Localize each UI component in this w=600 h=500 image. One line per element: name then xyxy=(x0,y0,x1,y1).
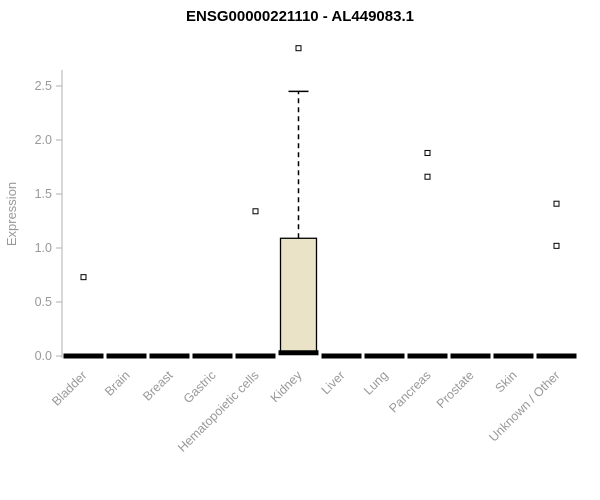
median-bar xyxy=(407,353,448,359)
median-bar xyxy=(192,353,233,359)
median-bar xyxy=(235,353,276,359)
median-bar xyxy=(321,353,362,359)
y-tick-label: 1.0 xyxy=(35,241,52,255)
outlier-point xyxy=(553,200,560,207)
category-label: Brain xyxy=(102,368,133,399)
median-bar xyxy=(149,353,190,359)
y-tick-label: 2.0 xyxy=(35,133,52,147)
median-bar xyxy=(493,353,534,359)
outlier-point xyxy=(553,242,560,249)
median-bar xyxy=(278,350,319,356)
category-label: Gastric xyxy=(181,368,219,406)
y-tick-label: 0.0 xyxy=(35,349,52,363)
category-label: Pancreas xyxy=(386,368,433,415)
y-tick-label: 0.5 xyxy=(35,295,52,309)
category-label: Hematopoietic cells xyxy=(175,368,262,455)
median-bar xyxy=(106,353,147,359)
outlier-point xyxy=(80,274,87,281)
category-label: Bladder xyxy=(49,368,89,408)
outlier-point xyxy=(295,45,302,52)
y-tick-label: 2.5 xyxy=(35,79,52,93)
median-bar xyxy=(63,353,104,359)
outlier-point xyxy=(424,149,431,156)
outlier-point xyxy=(424,173,431,180)
median-bar xyxy=(364,353,405,359)
chart-title: ENSG00000221110 - AL449083.1 xyxy=(186,8,414,25)
median-bar xyxy=(450,353,491,359)
median-bar xyxy=(536,353,577,359)
box xyxy=(279,237,318,354)
category-label: Prostate xyxy=(434,368,477,411)
category-label: Skin xyxy=(493,368,520,395)
outlier-point xyxy=(252,208,259,215)
category-label: Breast xyxy=(140,368,176,404)
category-label: Kidney xyxy=(268,368,305,405)
y-tick-label: 1.5 xyxy=(35,187,52,201)
category-label: Lung xyxy=(361,368,391,398)
category-label: Liver xyxy=(319,368,348,397)
